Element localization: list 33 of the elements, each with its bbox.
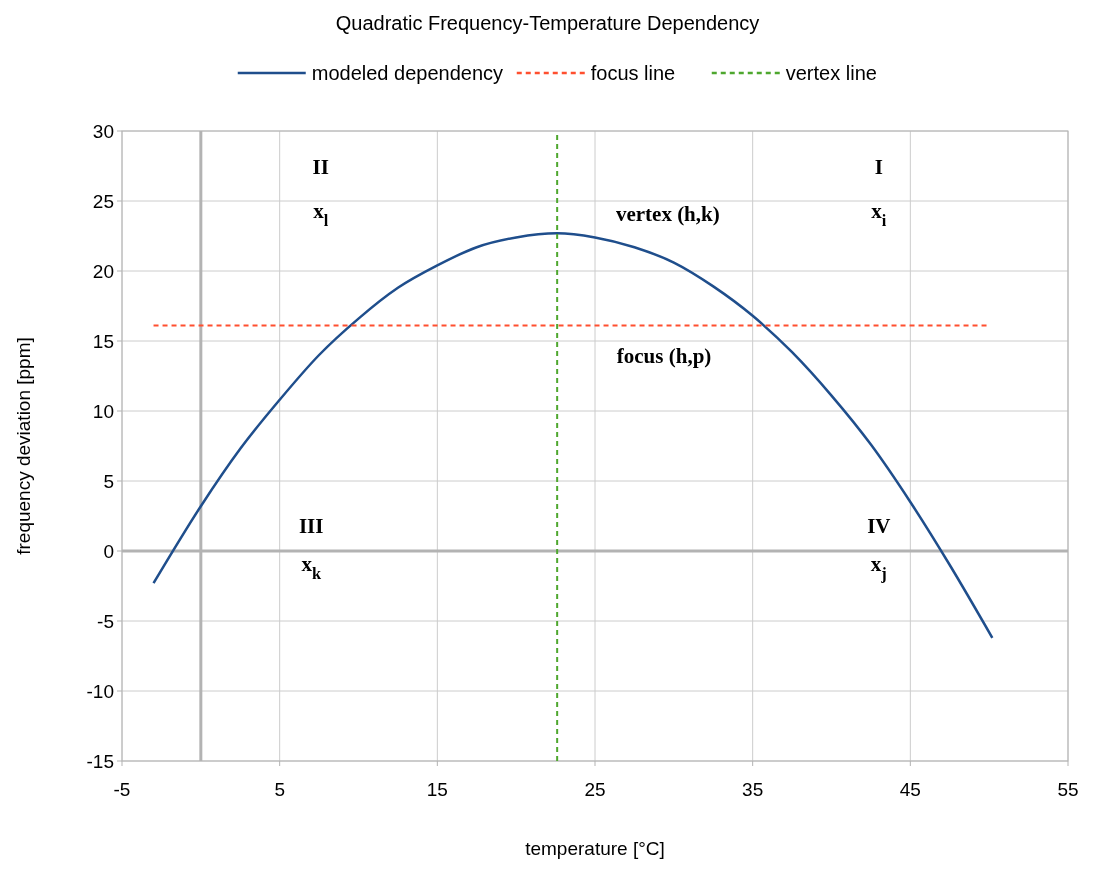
y-tick-label: 10 [92, 401, 114, 422]
y-tick-label: -5 [97, 611, 114, 632]
x-tick-label: 15 [426, 779, 448, 800]
y-tick-label: -10 [86, 681, 114, 702]
annotation: IV [867, 513, 891, 538]
annotation: vertex (h,k) [615, 201, 720, 226]
y-tick-label: 15 [92, 331, 114, 352]
annotation: I [874, 154, 883, 179]
x-tick-label: 35 [742, 779, 764, 800]
y-tick-label: 25 [92, 191, 114, 212]
x-axis-title: temperature [°C] [525, 838, 665, 859]
chart-title: Quadratic Frequency-Temperature Dependency [335, 12, 760, 34]
legend-label: modeled dependency [311, 62, 504, 84]
annotation: x$_{j}$ [870, 551, 887, 583]
x-tick-label: 55 [1057, 779, 1079, 800]
annotation: x$_{i}$ [871, 198, 887, 231]
x-tick-label: 25 [584, 779, 606, 800]
y-tick-label: 0 [103, 541, 114, 562]
annotation: focus (h,p) [616, 343, 712, 368]
line-series [152, 231, 994, 640]
y-tick-label: -15 [86, 751, 114, 772]
annotation: III [298, 513, 324, 538]
annotation: x$_{k}$ [301, 551, 322, 583]
legend-label: focus line [590, 62, 676, 84]
y-tick-label: 5 [103, 471, 114, 492]
annotation: II [312, 154, 329, 179]
annotation: x$_{l}$ [313, 198, 329, 231]
x-tick-label: 5 [274, 779, 285, 800]
y-axis-title: frequency deviation [ppm] [13, 337, 34, 555]
x-tick-label: 45 [899, 779, 921, 800]
y-tick-label: 30 [92, 121, 114, 142]
y-tick-label: 20 [92, 261, 114, 282]
legend-label: vertex line [785, 62, 877, 84]
